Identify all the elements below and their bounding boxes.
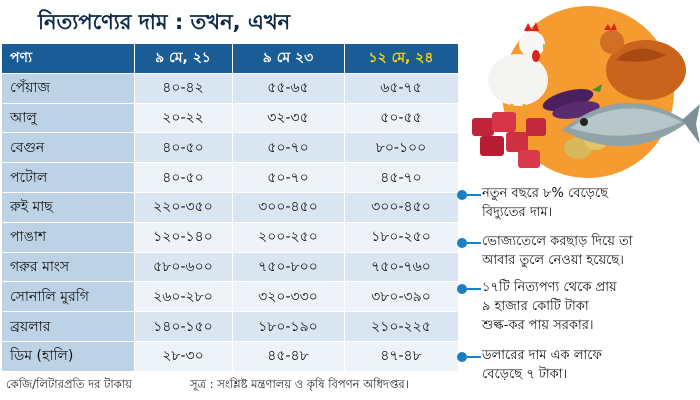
brown-hen-icon bbox=[592, 23, 686, 100]
price-cell: ১৮০-১৯০ bbox=[232, 311, 345, 342]
price-cell: ৫৮০-৬০০ bbox=[134, 252, 233, 283]
bullet-dot-icon bbox=[457, 190, 467, 200]
note-text: ভোজ্যতেলে করছাড় দিয়ে তা আবার তুলে নেওয… bbox=[482, 234, 633, 268]
table-row: আলু ২০-২২ ৩২-৩৫ ৫০-৫৫ bbox=[2, 103, 459, 134]
price-cell: ৪০-৫০ bbox=[134, 132, 233, 164]
price-cell: ৪৭-৪৮ bbox=[344, 341, 459, 372]
item-name: বেগুন bbox=[2, 132, 135, 164]
item-name: ব্রয়লার bbox=[2, 311, 135, 342]
item-name: পেঁয়াজ bbox=[2, 73, 135, 104]
item-name: পাঙাশ bbox=[2, 222, 135, 253]
price-cell: ২৮-৩০ bbox=[134, 341, 233, 372]
price-cell: ১৮০-২৫০ bbox=[344, 222, 459, 253]
note-text: ডলারের দাম এক লাফে বেড়েছে ৭ টাকা। bbox=[482, 348, 602, 382]
item-name: সোনালি মুরগি bbox=[2, 281, 135, 313]
bullet-dot-icon bbox=[457, 352, 467, 362]
bullet-dot-icon bbox=[457, 284, 467, 294]
unit-footnote: কেজি/লিটারপ্রতি দর টাকায় bbox=[6, 377, 132, 391]
table-row: পাঙাশ ১২০-১৪০ ২০০-২৫০ ১৮০-২৫০ bbox=[2, 222, 459, 253]
price-cell: ৪৫-৪৮ bbox=[232, 341, 345, 372]
price-table: পণ্য ৯ মে, ২১ ৯ মে ২৩ ১২ মে, ২৪ পেঁয়াজ ৪… bbox=[2, 44, 459, 372]
price-cell: ৪৫-৭০ bbox=[344, 162, 459, 193]
price-cell: ১৪০-১৫০ bbox=[134, 311, 233, 342]
note-text: ১৭টি নিত্যপণ্য থেকে প্রায় ৯ হাজার কোটি … bbox=[482, 280, 617, 333]
connector-line bbox=[467, 356, 481, 358]
price-cell: ১২০-১৪০ bbox=[134, 222, 233, 253]
price-cell: ৫০-৫৫ bbox=[344, 103, 459, 134]
price-cell: ৬৫-৭৫ bbox=[344, 73, 459, 104]
connector-line bbox=[467, 288, 481, 290]
price-cell: ২৬০-২৮০ bbox=[134, 281, 233, 313]
connector-line bbox=[467, 194, 481, 196]
price-cell: ৩০০-৪৫০ bbox=[232, 192, 345, 223]
connector-line bbox=[467, 242, 481, 244]
source-credit: সূত্র : সংশ্লিষ্ট মন্ত্রণালয় ও কৃষি বিপ… bbox=[190, 377, 409, 391]
column-header-item: পণ্য bbox=[2, 44, 135, 74]
table-row: রুই মাছ ২২০-৩৫০ ৩০০-৪৫০ ৩০০-৪৫০ bbox=[2, 192, 459, 223]
note-text: নতুন বছরে ৮% বেড়েছে বিদ্যুতের দাম। bbox=[482, 186, 609, 220]
red-meat-icon bbox=[472, 112, 546, 168]
white-chicken-icon bbox=[488, 22, 552, 117]
item-name: গরুর মাংস bbox=[2, 252, 135, 283]
price-cell: ৪০-৫০ bbox=[134, 162, 233, 193]
table-row: পেঁয়াজ ৪০-৪২ ৫৫-৬৫ ৬৫-৭৫ bbox=[2, 73, 459, 104]
item-name: রুই মাছ bbox=[2, 192, 135, 223]
table-row: ডিম (হালি) ২৮-৩০ ৪৫-৪৮ ৪৭-৪৮ bbox=[2, 341, 459, 372]
page-title: নিত্যপণ্যের দাম : তখন, এখন bbox=[38, 10, 291, 34]
item-name: আলু bbox=[2, 103, 135, 134]
price-cell: ৫০-৭০ bbox=[232, 132, 345, 164]
column-header-2023: ৯ মে ২৩ bbox=[232, 44, 345, 74]
bullet-dot-icon bbox=[457, 238, 467, 248]
table-row: ব্রয়লার ১৪০-১৫০ ১৮০-১৯০ ২১০-২২৫ bbox=[2, 311, 459, 342]
price-cell: ৩০০-৪৫০ bbox=[344, 192, 459, 223]
price-cell: ৫৫-৬৫ bbox=[232, 73, 345, 104]
price-cell: ২০০-২৫০ bbox=[232, 222, 345, 253]
price-cell: ৩২০-৩৩০ bbox=[232, 281, 345, 313]
column-header-2024: ১২ মে, ২৪ bbox=[344, 44, 459, 74]
price-cell: ৫০-৭০ bbox=[232, 162, 345, 193]
price-cell: ২১০-২২৫ bbox=[344, 311, 459, 342]
food-illustration bbox=[472, 6, 700, 178]
table-header-row: পণ্য ৯ মে, ২১ ৯ মে ২৩ ১২ মে, ২৪ bbox=[2, 44, 459, 74]
table-row: বেগুন ৪০-৫০ ৫০-৭০ ৮০-১০০ bbox=[2, 132, 459, 164]
price-cell: ৪০-৪২ bbox=[134, 73, 233, 104]
price-cell: ২০-২২ bbox=[134, 103, 233, 134]
price-cell: ৭৫০-৮০০ bbox=[232, 252, 345, 283]
fish-icon bbox=[562, 102, 700, 147]
item-name: পটোল bbox=[2, 162, 135, 193]
table-row: পটোল ৪০-৫০ ৫০-৭০ ৪৫-৭০ bbox=[2, 162, 459, 193]
item-name: ডিম (হালি) bbox=[2, 341, 135, 372]
price-cell: ৩২-৩৫ bbox=[232, 103, 345, 134]
price-cell: ৩৮০-৩৯০ bbox=[344, 281, 459, 313]
table-row: সোনালি মুরগি ২৬০-২৮০ ৩২০-৩৩০ ৩৮০-৩৯০ bbox=[2, 281, 459, 313]
column-header-2021: ৯ মে, ২১ bbox=[134, 44, 233, 74]
price-cell: ৭৫০-৭৬০ bbox=[344, 252, 459, 283]
table-row: গরুর মাংস ৫৮০-৬০০ ৭৫০-৮০০ ৭৫০-৭৬০ bbox=[2, 252, 459, 283]
price-cell: ৮০-১০০ bbox=[344, 132, 459, 164]
price-cell: ২২০-৩৫০ bbox=[134, 192, 233, 223]
